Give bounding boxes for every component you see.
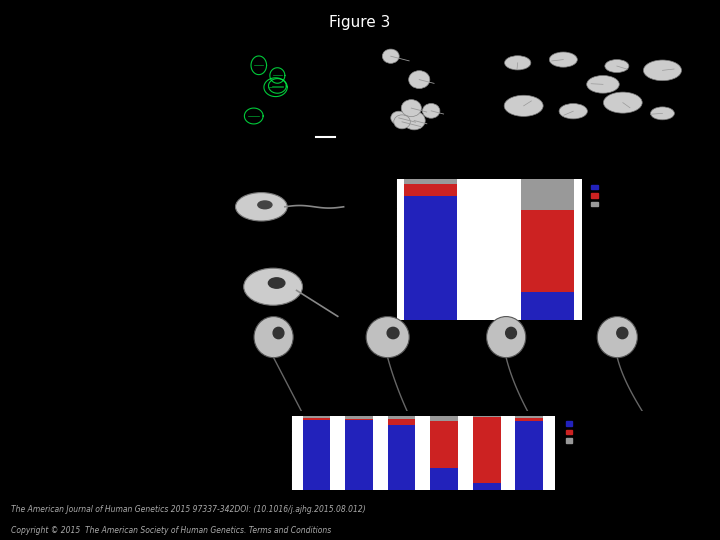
Circle shape [617, 327, 628, 339]
Bar [516, 421, 543, 490]
Circle shape [587, 76, 619, 93]
Bar [431, 468, 458, 490]
Bar [521, 210, 574, 292]
Circle shape [423, 104, 440, 118]
Text: The American Journal of Human Genetics 2015 97337-342DOI: (10.1016/j.ajhg.2015.0: The American Journal of Human Genetics 2… [11, 505, 366, 514]
Circle shape [605, 59, 629, 72]
Bar [302, 418, 330, 420]
Bar [388, 419, 415, 425]
Bar [346, 420, 373, 490]
Bar [405, 184, 457, 196]
Circle shape [244, 268, 302, 305]
Bar [302, 420, 330, 490]
Circle shape [505, 56, 531, 70]
Bar [473, 416, 500, 417]
Circle shape [505, 327, 516, 339]
Legend: normal, body curvature, lethal: normal, body curvature, lethal [589, 183, 653, 210]
Bar [521, 179, 574, 210]
Circle shape [394, 115, 410, 129]
Circle shape [504, 95, 543, 117]
Text: D: D [220, 411, 230, 424]
Bar [388, 416, 415, 419]
Bar [516, 416, 543, 418]
Circle shape [409, 71, 430, 89]
Bar [516, 418, 543, 421]
Legend: normal, body curvature, lethal: normal, body curvature, lethal [564, 419, 628, 447]
Circle shape [651, 107, 675, 120]
Text: C: C [220, 335, 229, 348]
Bar [473, 483, 500, 490]
Bar [521, 292, 574, 320]
Circle shape [403, 111, 426, 130]
Text: EGFP: EGFP [321, 25, 348, 35]
Circle shape [559, 104, 588, 119]
Text: A: A [220, 29, 230, 42]
Polygon shape [242, 335, 688, 352]
Circle shape [235, 193, 287, 221]
Bar [431, 421, 458, 468]
Y-axis label: Phenotype (%): Phenotype (%) [255, 425, 264, 481]
Text: BNC2: BNC2 [570, 25, 599, 35]
Circle shape [644, 60, 682, 80]
Circle shape [387, 327, 399, 339]
Bar [405, 179, 457, 184]
Circle shape [254, 316, 293, 357]
Circle shape [401, 100, 421, 117]
Text: body curvature: body curvature [242, 248, 300, 258]
Bar [302, 416, 330, 418]
Circle shape [366, 316, 409, 357]
Y-axis label: Phenotype (%): Phenotype (%) [360, 222, 369, 278]
Circle shape [487, 316, 526, 357]
Bar [346, 416, 373, 419]
Bar [388, 425, 415, 490]
Text: BNC2: BNC2 [454, 322, 480, 332]
Text: Figure 3: Figure 3 [329, 15, 391, 30]
Circle shape [258, 201, 272, 209]
X-axis label: Injected mRNA (pg): Injected mRNA (pg) [382, 511, 464, 521]
Text: normal: normal [242, 170, 269, 179]
Text: Copyright © 2015  The American Society of Human Genetics. Terms and Conditions: Copyright © 2015 The American Society of… [11, 525, 331, 535]
Circle shape [269, 278, 285, 288]
Circle shape [391, 111, 407, 125]
Text: B: B [220, 165, 229, 178]
Circle shape [273, 327, 284, 339]
Circle shape [382, 49, 399, 63]
Bar [473, 417, 500, 483]
Bar [405, 196, 457, 320]
Circle shape [603, 92, 642, 113]
Circle shape [597, 316, 637, 357]
Bar [346, 419, 373, 420]
Bar [431, 416, 458, 421]
Circle shape [549, 52, 577, 67]
